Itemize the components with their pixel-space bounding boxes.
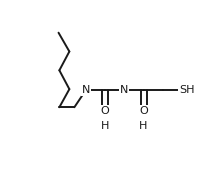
Text: N: N [82, 85, 90, 95]
Text: SH: SH [179, 85, 195, 95]
Text: H: H [101, 121, 109, 131]
Text: O: O [139, 106, 148, 116]
Text: H: H [139, 121, 148, 131]
Text: O: O [101, 106, 110, 116]
Text: N: N [120, 85, 129, 95]
